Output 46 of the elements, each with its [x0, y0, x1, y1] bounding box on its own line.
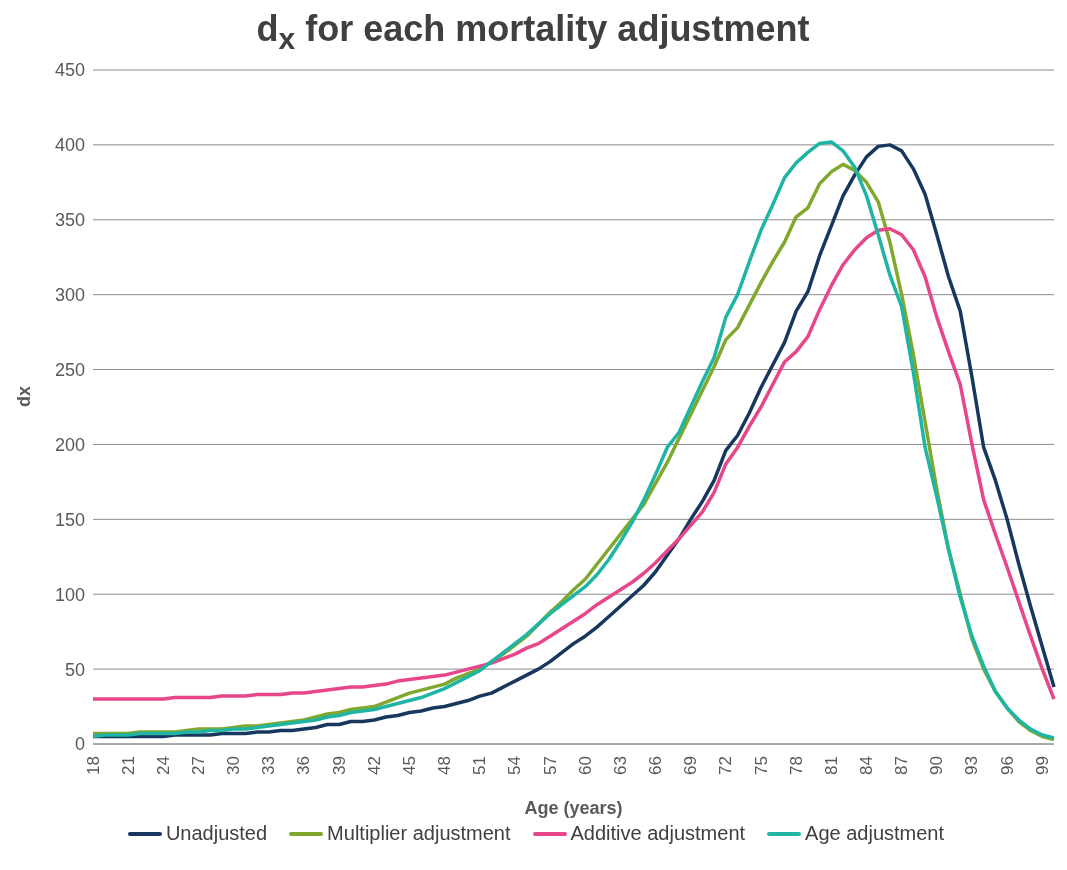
legend-label: Age adjustment [804, 822, 945, 845]
x-tick-label: 30 [224, 756, 244, 775]
y-axis-title: dx [14, 385, 35, 407]
y-tick-label: 100 [54, 584, 85, 605]
x-tick-label: 54 [505, 756, 525, 775]
line-series [91, 227, 1056, 701]
x-tick-label: 78 [786, 756, 806, 775]
x-tick-label: 87 [892, 756, 912, 775]
x-tick-label: 21 [118, 756, 138, 775]
x-tick-label: 18 [83, 756, 103, 775]
x-tick-label: 75 [751, 756, 771, 775]
x-tick-label: 51 [470, 756, 490, 775]
y-tick-label: 150 [54, 509, 85, 530]
y-tick-label: 200 [54, 434, 85, 455]
y-tick-label: 300 [54, 285, 85, 306]
x-tick-label: 45 [399, 756, 419, 775]
x-tick-label: 57 [540, 756, 560, 775]
x-tick-label: 72 [716, 756, 736, 775]
x-tick-label: 93 [962, 756, 982, 775]
x-tick-label: 60 [575, 756, 595, 775]
x-tick-label: 69 [681, 756, 701, 775]
x-tick-label: 27 [188, 756, 208, 775]
chart-title: d$_{x}$ for each mortality adjustment [255, 8, 811, 58]
y-tick-label: 450 [54, 60, 85, 81]
legend-label: Additive adjustment [569, 822, 746, 845]
legend-label: Multiplier adjustment [326, 822, 511, 845]
legend-label: Unadjusted [164, 822, 268, 845]
y-tick-label: 400 [54, 135, 85, 156]
x-tick-label: 36 [294, 756, 314, 775]
x-axis-title: Age (years) [524, 798, 623, 818]
x-tick-label: 33 [259, 756, 279, 775]
x-tick-label: 81 [821, 756, 841, 775]
x-tick-label: 96 [997, 756, 1017, 775]
y-tick-label: 0 [74, 734, 85, 755]
x-tick-label: 90 [927, 756, 947, 775]
x-tick-label: 48 [435, 756, 455, 775]
x-tick-label: 99 [1032, 756, 1052, 775]
x-tick-label: 42 [364, 756, 384, 775]
x-tick-label: 63 [610, 756, 630, 775]
y-tick-label: 350 [54, 210, 85, 231]
x-tick-label: 39 [329, 756, 349, 775]
x-tick-label: 66 [646, 756, 666, 775]
y-tick-label: 50 [64, 659, 85, 680]
x-tick-label: 84 [856, 756, 876, 775]
y-tick-label: 250 [54, 359, 85, 380]
x-tick-label: 24 [153, 756, 173, 775]
